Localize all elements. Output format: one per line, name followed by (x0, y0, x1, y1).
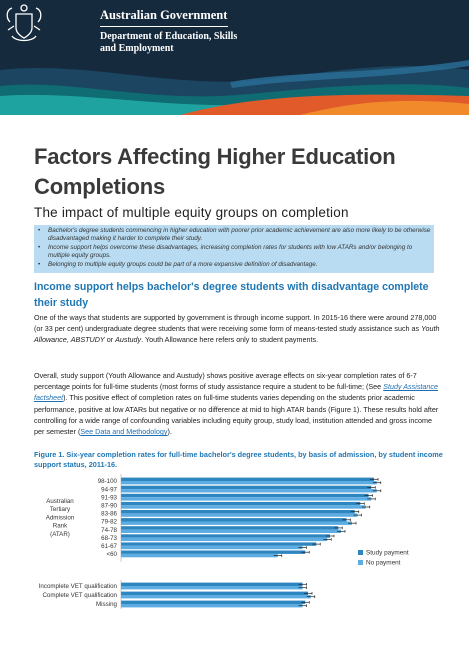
data-bar (121, 537, 328, 542)
legend-label: Study payment (366, 550, 409, 557)
paragraph-text: . Youth Allowance here refers only to st… (141, 335, 319, 345)
data-bar (121, 493, 369, 498)
data-bar (121, 501, 361, 506)
legend-label: No payment (366, 560, 401, 567)
paragraph-text: or (104, 335, 116, 345)
data-bar (121, 604, 303, 608)
data-bar (121, 553, 278, 558)
paragraph-text: , (66, 335, 71, 345)
data-bar (121, 513, 358, 517)
summary-point: Bachelor's degree students commencing in… (34, 227, 434, 244)
study-assistance-link[interactable]: Study Assistance factsheet (34, 382, 439, 403)
paragraph-text: ). This positive effect of completion ra… (34, 393, 439, 437)
data-bar (121, 489, 377, 493)
data-bar (121, 595, 311, 599)
paragraph-emphasis: Youth Allowance (34, 324, 440, 345)
category-label: Complete VET qualification (42, 592, 117, 599)
coat-of-arms-icon (6, 4, 42, 42)
group-label: (ATAR) (50, 531, 70, 538)
header-rule (100, 26, 228, 27)
legend-swatch (358, 560, 363, 565)
data-bar (121, 591, 308, 595)
summary-point: Income support helps overcome these disa… (34, 244, 434, 261)
page-subtitle: The impact of multiple equity groups on … (34, 205, 349, 220)
category-label: 83-86 (101, 511, 117, 518)
section-heading: Income support helps bachelor's degree s… (34, 281, 429, 309)
group-label: Rank (53, 523, 68, 530)
group-label: Admission (46, 514, 75, 521)
department-name: Department of Education, Skills and Empl… (100, 31, 238, 54)
page-title: Factors Affecting Higher Education Compl… (34, 144, 396, 199)
summary-point: Belonging to multiple equity groups coul… (34, 261, 434, 270)
category-label: 61-67 (101, 543, 117, 550)
data-bar (121, 481, 377, 485)
group-label: Australian (46, 498, 74, 505)
summary-box: Bachelor's degree students commencing in… (34, 225, 434, 273)
header-banner: Australian Government Department of Educ… (0, 0, 469, 115)
paragraph-study-support: Overall, study support (Youth Allowance … (34, 370, 442, 437)
data-bar (121, 510, 355, 514)
data-bar (121, 497, 372, 501)
category-label: 74-78 (101, 527, 117, 534)
data-bar (121, 505, 366, 509)
data-bar (121, 477, 374, 481)
category-label: Incomplete VET qualification (39, 583, 118, 590)
data-bar (121, 518, 347, 522)
paragraph-emphasis: ABSTUDY (70, 335, 105, 345)
data-bar (121, 529, 341, 533)
banner-waves (0, 60, 469, 115)
category-label: 79-82 (101, 519, 117, 526)
data-bar (121, 485, 372, 490)
group-label: Tertiary (50, 506, 71, 513)
category-label: 94-97 (101, 486, 117, 493)
category-label: 68-73 (101, 535, 117, 542)
data-bar (121, 600, 306, 604)
data-bar (121, 526, 339, 530)
data-bar (121, 586, 303, 590)
paragraph-income-support: One of the ways that students are suppor… (34, 312, 442, 346)
data-bar (121, 521, 352, 525)
paragraph-text: ). (167, 427, 172, 437)
data-bar (121, 534, 330, 538)
data-bar (121, 545, 303, 550)
paragraph-emphasis: Austudy (115, 335, 142, 345)
data-methodology-link[interactable]: See Data and Methodology (80, 427, 168, 437)
data-bar (121, 550, 306, 554)
government-name: Australian Government (100, 8, 228, 22)
legend-swatch (358, 550, 363, 555)
category-label: Missing (96, 601, 118, 608)
figure-caption: Figure 1. Six-year completion rates for … (34, 450, 443, 469)
data-bar (121, 582, 303, 586)
data-bar (121, 542, 317, 546)
paragraph-text: One of the ways that students are suppor… (34, 313, 437, 334)
category-label: <60 (107, 551, 118, 558)
category-label: 87-90 (101, 503, 117, 510)
category-label: 91-93 (101, 494, 117, 501)
paragraph-text: Overall, study support (Youth Allowance … (34, 371, 417, 392)
category-label: 98-100 (98, 478, 118, 485)
